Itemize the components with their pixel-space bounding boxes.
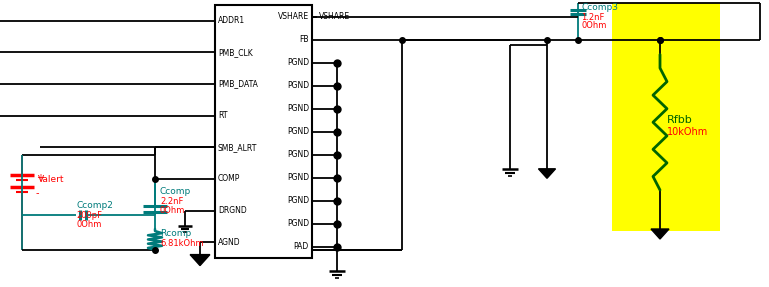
Text: DRGND: DRGND — [218, 206, 247, 215]
Text: Rfbb: Rfbb — [667, 115, 693, 125]
Text: AGND: AGND — [218, 238, 241, 247]
Text: PGND: PGND — [287, 58, 309, 67]
Text: VSHARE: VSHARE — [319, 12, 350, 21]
Text: COMP: COMP — [218, 174, 241, 183]
Text: PGND: PGND — [287, 81, 309, 90]
Text: PGND: PGND — [287, 127, 309, 136]
Polygon shape — [190, 255, 210, 265]
Text: 6.81kOhm: 6.81kOhm — [160, 239, 204, 249]
Text: 0Ohm: 0Ohm — [160, 206, 185, 215]
Text: PAD: PAD — [294, 242, 309, 251]
Text: FB: FB — [299, 35, 309, 44]
Text: Ccomp3: Ccomp3 — [581, 3, 618, 12]
Text: PGND: PGND — [287, 104, 309, 113]
Text: VSHARE: VSHARE — [278, 12, 309, 21]
Text: 2.2nF: 2.2nF — [160, 197, 183, 206]
Text: 0Ohm: 0Ohm — [581, 21, 607, 30]
Text: PMB_CLK: PMB_CLK — [218, 48, 253, 57]
Polygon shape — [538, 169, 555, 178]
Text: PMB_DATA: PMB_DATA — [218, 79, 258, 89]
Text: +: + — [36, 173, 44, 183]
Text: 10kOhm: 10kOhm — [667, 127, 708, 137]
Text: RT: RT — [218, 111, 228, 120]
Text: Ccomp: Ccomp — [160, 187, 191, 196]
Text: PGND: PGND — [287, 196, 309, 205]
Text: 200pF: 200pF — [77, 211, 102, 220]
Bar — [612, 3, 720, 231]
Text: ADDR1: ADDR1 — [218, 16, 245, 25]
Text: PGND: PGND — [287, 150, 309, 159]
Text: PGND: PGND — [287, 173, 309, 182]
Text: 0Ohm: 0Ohm — [77, 220, 102, 229]
Text: Ccomp2: Ccomp2 — [77, 201, 114, 210]
Text: Rcomp: Rcomp — [160, 230, 191, 238]
Text: 1.2nF: 1.2nF — [581, 13, 604, 22]
Text: PGND: PGND — [287, 219, 309, 228]
Text: Valert: Valert — [38, 175, 65, 185]
Text: SMB_ALRT: SMB_ALRT — [218, 143, 258, 152]
Polygon shape — [651, 229, 669, 239]
Text: -: - — [36, 188, 39, 198]
Bar — [215, 5, 312, 258]
